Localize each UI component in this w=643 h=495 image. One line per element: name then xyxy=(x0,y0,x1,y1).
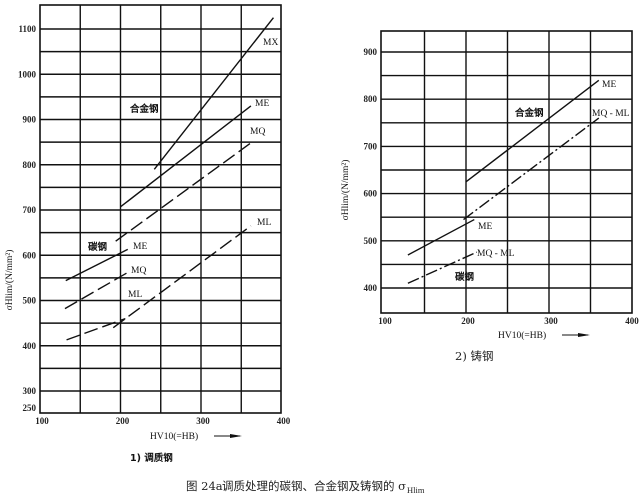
chart1-y-tick-label: 600 xyxy=(23,250,37,260)
chart1-chart-title: 1) 调质钢 xyxy=(130,452,173,464)
chart1-x-tick-label: 100 xyxy=(35,416,49,426)
chart1-series-label: MQ xyxy=(250,127,265,137)
chart1-y-tick-label: 700 xyxy=(23,205,37,215)
chart1-series-line-ml xyxy=(112,225,252,329)
figure-caption: 调质处理的碳钢、合金钢及铸钢的 σ xyxy=(222,479,407,493)
chart2-y-axis-label: σHlim/(N/mm²) xyxy=(340,160,351,221)
chart1-series-line-me xyxy=(65,248,129,282)
chart2-y-tick-label: 600 xyxy=(364,189,378,199)
chart1-y-tick-label: 1100 xyxy=(18,24,36,34)
chart1-series-line-ml xyxy=(66,317,126,341)
chart1-x-axis-label: HV10(=HB) xyxy=(150,431,198,442)
chart2-series-label: ME xyxy=(602,80,616,90)
chart2-y-tick-label: 500 xyxy=(364,236,378,246)
chart2-x-axis-arrowhead-icon xyxy=(578,333,590,337)
chart2-x-tick-label: 200 xyxy=(461,316,475,326)
chart2-series-label: MQ - ML xyxy=(592,109,630,119)
chart2-y-tick-label: 400 xyxy=(364,283,378,293)
chart1-y-tick-label: 500 xyxy=(23,296,37,306)
chart1-y-axis-label: σHlim/(N/mm²) xyxy=(4,250,15,311)
chart2-series-line-mq-ml xyxy=(407,251,478,284)
chart1-x-tick-label: 200 xyxy=(116,416,130,426)
figure-number: 图 24a xyxy=(186,479,223,493)
chart1-y-tick-label: 900 xyxy=(23,115,37,125)
chart2-group-label: 碳钢 xyxy=(455,271,475,283)
chart2-group-label: 合金钢 xyxy=(515,107,544,119)
caption-subscript: Hlim xyxy=(407,485,425,495)
chart1-y-tick-label: 300 xyxy=(23,386,37,396)
chart1-y-tick-label: 250 xyxy=(23,403,37,413)
chart1-series-line-me xyxy=(120,105,252,208)
chart2-series-line-mq-ml xyxy=(463,117,600,221)
chart2-x-tick-label: 300 xyxy=(544,316,558,326)
chart2-x-tick-label: 100 xyxy=(378,316,392,326)
chart1-series-label: MQ xyxy=(131,266,146,276)
chart1-series-label: MX xyxy=(263,38,278,48)
chart2-x-tick-label: 400 xyxy=(625,316,639,326)
chart1-series-label: ML xyxy=(128,290,142,300)
chart1-group-label: 碳钢 xyxy=(88,241,108,253)
chart2-plot-frame xyxy=(380,30,633,314)
chart1-group-label: 合金钢 xyxy=(130,103,159,115)
chart2-series-label: ME xyxy=(478,222,492,232)
chart1-y-tick-label: 400 xyxy=(23,341,37,351)
chart2-y-tick-label: 700 xyxy=(364,141,378,151)
chart2-series-line-me xyxy=(407,218,475,256)
chart1-series-label: ME xyxy=(133,242,147,252)
chart1-x-tick-label: 300 xyxy=(196,416,210,426)
chart1-series-line-mx xyxy=(153,17,275,170)
chart2-x-axis-label: HV10(=HB) xyxy=(498,330,546,341)
chart1-x-axis-arrowhead-icon xyxy=(230,434,242,438)
chart2-series-label: MQ - ML xyxy=(477,249,515,259)
chart1-series-label: ME xyxy=(255,99,269,109)
chart2-y-tick-label: 900 xyxy=(364,47,378,57)
chart1-x-tick-label: 400 xyxy=(277,416,291,426)
chart2-y-tick-label: 800 xyxy=(364,94,378,104)
chart1-series-line-mq xyxy=(115,142,251,242)
chart2-series-line-me xyxy=(465,79,600,183)
chart1-y-tick-label: 1000 xyxy=(18,69,37,79)
chart1-series-label: ML xyxy=(257,218,271,228)
chart1-y-tick-label: 800 xyxy=(23,160,37,170)
chart1-series-line-mq xyxy=(64,271,129,310)
chart2-chart-title: 2) 铸钢 xyxy=(455,349,493,363)
